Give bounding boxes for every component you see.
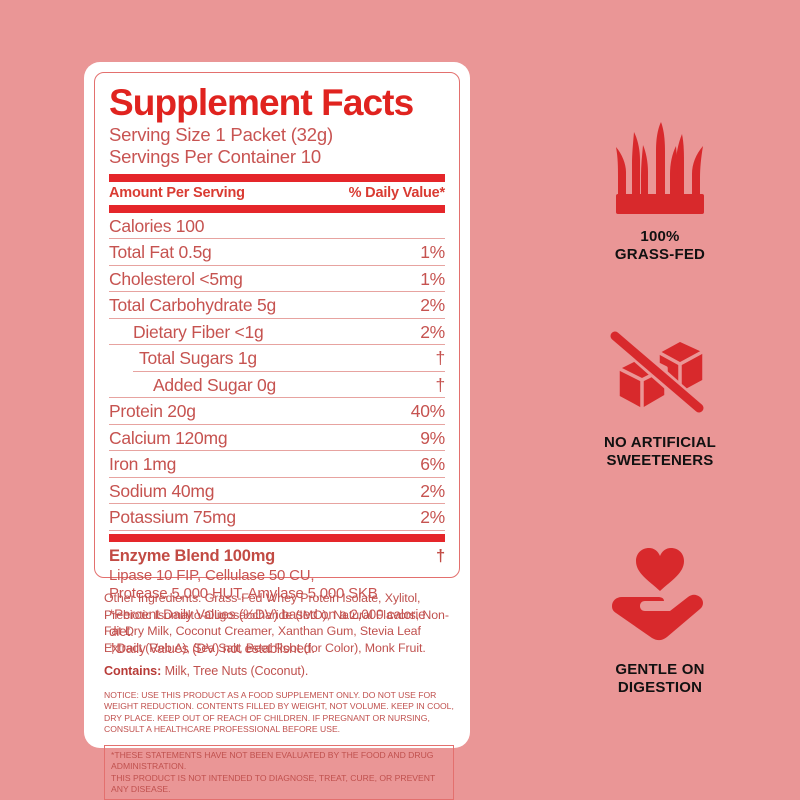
nutrient-daily-value: 40% bbox=[410, 401, 446, 421]
rule-thick-under-header bbox=[109, 204, 445, 213]
enzyme-blend-detail-line-2: Protease 5,000 HUT, Amylase 5,000 SKB bbox=[109, 584, 378, 602]
nutrient-daily-value: 2% bbox=[420, 295, 445, 315]
nutrient-name: Calories 100 bbox=[109, 215, 205, 236]
nutrient-row: Total Fat 0.5g 1% bbox=[109, 239, 445, 266]
contains-value: Milk, Tree Nuts (Coconut). bbox=[161, 664, 309, 678]
contains-label: Contains: bbox=[104, 664, 162, 678]
row-divider bbox=[109, 397, 445, 398]
nutrient-row: Calories 100 bbox=[109, 213, 445, 239]
row-divider bbox=[109, 423, 445, 425]
fda-disclaimer-box: *THESE STATEMENTS HAVE NOT BEEN EVALUATE… bbox=[104, 744, 454, 800]
nutrient-daily-value: 2% bbox=[420, 507, 445, 527]
badge-no-artificial-sweeteners-caption: NO ARTIFICIAL SWEETENERS bbox=[545, 434, 775, 469]
nutrient-row: Sodium 40mg 2% bbox=[109, 478, 445, 504]
nutrient-row: Added Sugar 0g † bbox=[109, 372, 446, 398]
nutrient-row: Iron 1mg 6% bbox=[109, 451, 445, 478]
nutrient-name: Added Sugar 0g bbox=[153, 374, 276, 395]
badge-no-artificial-sweeteners-line-2: SWEETENERS bbox=[606, 451, 714, 469]
row-divider bbox=[109, 291, 445, 292]
badge-gentle-on-digestion-line-1: GENTLE ON bbox=[615, 661, 705, 678]
nutrient-name: Sodium 40mg bbox=[109, 480, 215, 501]
nutrient-daily-value: 6% bbox=[420, 454, 445, 474]
row-divider bbox=[109, 476, 445, 478]
badge-gentle-on-digestion: GENTLE ON DIGESTION bbox=[545, 545, 775, 696]
nutrient-daily-value: † bbox=[435, 374, 446, 395]
allergen-contains-line: Contains: Milk, Tree Nuts (Coconut). bbox=[104, 664, 454, 678]
serving-size-text: Serving Size 1 Packet (32g) bbox=[109, 124, 333, 146]
rule-thick-above-enzymes bbox=[109, 533, 445, 542]
row-divider bbox=[109, 317, 445, 319]
servings-per-container-text: Servings Per Container 10 bbox=[109, 145, 321, 167]
notice-text: NOTICE: USE THIS PRODUCT AS A FOOD SUPPL… bbox=[104, 690, 454, 735]
badge-grass-fed-caption: 100% GRASS-FED bbox=[545, 228, 775, 263]
nutrient-name: Total Carbohydrate 5g bbox=[109, 295, 276, 315]
row-divider bbox=[109, 238, 445, 239]
supplement-facts-card: Supplement Facts Serving Size 1 Packet (… bbox=[84, 62, 470, 800]
nutrient-name: Iron 1mg bbox=[109, 454, 177, 474]
nutrient-name: Total Sugars 1g bbox=[139, 348, 257, 368]
enzyme-blend-detail-line-1: Lipase 10 FIP, Cellulase 50 CU, bbox=[109, 566, 315, 584]
badge-gentle-on-digestion-line-2: DIGESTION bbox=[617, 678, 703, 696]
nutrient-table: Calories 100 Total Fat 0.5g 1% Cholesterol … bbox=[109, 213, 445, 531]
nutrient-row: Calcium 120mg 9% bbox=[109, 425, 445, 451]
no-sugar-cubes-icon bbox=[545, 318, 775, 422]
nutrient-name: Calcium 120mg bbox=[109, 427, 228, 448]
nutrient-name: Dietary Fiber <1g bbox=[133, 321, 264, 342]
badge-no-artificial-sweeteners: NO ARTIFICIAL SWEETENERS bbox=[545, 318, 775, 469]
nutrient-row: Protein 20g 40% bbox=[109, 398, 445, 425]
nutrient-daily-value: † bbox=[435, 348, 446, 368]
amount-per-serving-header: Amount Per Serving bbox=[109, 184, 245, 201]
supplement-facts-panel: Supplement Facts Serving Size 1 Packet (… bbox=[94, 72, 460, 656]
row-divider bbox=[109, 529, 445, 531]
nutrient-name: Cholesterol <5mg bbox=[109, 268, 243, 289]
row-divider bbox=[109, 264, 445, 266]
rule-thick-top bbox=[109, 173, 445, 182]
row-divider bbox=[109, 450, 445, 451]
row-divider bbox=[109, 503, 445, 504]
nutrient-row: Cholesterol <5mg 1% bbox=[109, 266, 445, 292]
other-ingredients-text: Other Ingredients: Grass-Fed Whey Protei… bbox=[104, 591, 449, 655]
fda-disclaimer-line-1: *THESE STATEMENTS HAVE NOT BEEN EVALUATE… bbox=[111, 749, 434, 772]
nutrient-name: Total Fat 0.5g bbox=[109, 242, 212, 262]
row-divider bbox=[133, 370, 445, 372]
badge-no-artificial-sweeteners-line-1: NO ARTIFICIAL bbox=[603, 434, 717, 451]
enzyme-blend-row: Enzyme Blend 100mg † bbox=[109, 542, 445, 566]
enzyme-blend-dv: † bbox=[436, 546, 445, 565]
enzyme-blend-label: Enzyme Blend 100mg bbox=[109, 546, 276, 565]
hand-heart-icon bbox=[545, 545, 775, 649]
nutrient-row: Total Sugars 1g † bbox=[109, 345, 445, 372]
nutrient-daily-value: 9% bbox=[420, 427, 445, 448]
supplemental-text-block: Other Ingredients: Grass-Fed Whey Protei… bbox=[104, 590, 454, 800]
badge-gentle-on-digestion-caption: GENTLE ON DIGESTION bbox=[545, 661, 775, 696]
fda-disclaimer-line-2: THIS PRODUCT IS NOT INTENDED TO DIAGNOSE… bbox=[111, 772, 436, 794]
nutrient-row: Dietary Fiber <1g 2% bbox=[109, 319, 445, 345]
footnote-percent-daily-value: *Percent Daily Values (%DV) based on a 2… bbox=[109, 607, 426, 640]
badge-grass-fed: 100% GRASS-FED bbox=[545, 120, 775, 263]
nutrient-daily-value: 1% bbox=[420, 268, 445, 289]
badge-grass-fed-line-2: GRASS-FED bbox=[614, 245, 706, 263]
badge-grass-fed-line-1: 100% bbox=[640, 228, 680, 245]
nutrient-daily-value: 1% bbox=[420, 242, 445, 262]
nutrient-daily-value: 2% bbox=[420, 480, 445, 501]
grass-icon bbox=[545, 120, 775, 216]
footnote-daily-value-not-established: †Daily Values (DV) not established. bbox=[109, 641, 315, 657]
page-title: Supplement Facts bbox=[109, 82, 414, 123]
nutrient-row: Total Carbohydrate 5g 2% bbox=[109, 292, 445, 319]
nutrient-row: Potassium 75mg 2% bbox=[109, 504, 445, 531]
table-header-row: Amount Per Serving % Daily Value* bbox=[109, 182, 445, 202]
daily-value-header: % Daily Value* bbox=[348, 184, 446, 201]
nutrient-daily-value: 2% bbox=[420, 321, 445, 342]
nutrient-name: Protein 20g bbox=[109, 401, 196, 421]
row-divider bbox=[109, 344, 445, 345]
nutrient-name: Potassium 75mg bbox=[109, 507, 236, 527]
